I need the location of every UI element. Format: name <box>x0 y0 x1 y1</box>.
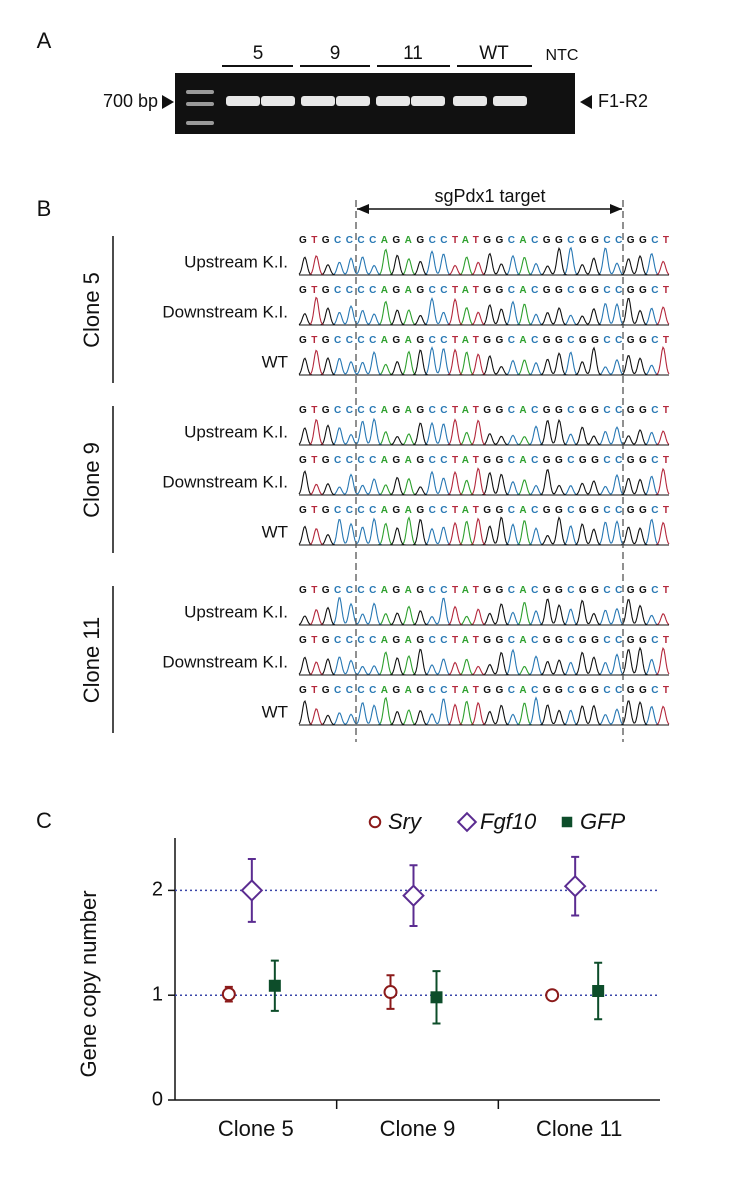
trace <box>299 602 669 626</box>
row-label: Downstream K.I. <box>162 302 288 321</box>
lane-label: 11 <box>403 43 423 64</box>
chart: 0 1 2 Gene copy number Clone 5 Clone 9 Clone 1… <box>76 809 660 1141</box>
marker <box>240 879 264 902</box>
gel-band <box>493 96 527 106</box>
marker <box>592 985 605 998</box>
legend-label: GFP <box>580 809 626 834</box>
trace <box>299 597 669 626</box>
lane-label: NTC <box>546 47 579 64</box>
gel-band <box>411 96 445 106</box>
target-arrow <box>357 204 622 214</box>
trace <box>299 417 669 446</box>
marker <box>402 884 425 907</box>
gel-band <box>376 96 410 106</box>
trace <box>299 297 669 326</box>
gel-band <box>301 96 335 106</box>
x-tick-label: Clone 5 <box>218 1116 294 1141</box>
ladder-band <box>186 102 214 106</box>
marker <box>221 987 236 1002</box>
trace <box>299 517 669 546</box>
ladder-band <box>186 121 214 125</box>
row-label: Downstream K.I. <box>162 472 288 491</box>
gel-band <box>261 96 295 106</box>
lane-label: WT <box>479 43 509 64</box>
y-tick-label: 0 <box>152 1088 163 1110</box>
legend-label: Sry <box>388 809 423 834</box>
panel-label: A <box>37 28 52 53</box>
gel-band <box>226 96 260 106</box>
trace <box>299 696 669 726</box>
ladder-band <box>186 90 214 94</box>
marker <box>268 979 281 992</box>
panel-label: C <box>36 808 52 833</box>
arrowhead <box>580 95 592 109</box>
trace <box>299 346 669 376</box>
x-tick-label: Clone 9 <box>380 1116 456 1141</box>
trace <box>299 517 670 546</box>
gel-band <box>336 96 370 106</box>
y-axis-title: Gene copy number <box>76 890 101 1077</box>
trace <box>298 516 669 546</box>
clone-label: Clone 11 <box>79 617 104 703</box>
clone-label: Clone 9 <box>79 442 104 518</box>
row-label: Upstream K.I. <box>184 252 288 271</box>
trace <box>298 469 669 496</box>
panel-label: B <box>37 196 52 221</box>
gel-band <box>453 96 487 106</box>
trace <box>299 246 669 276</box>
lane-label: 5 <box>253 43 264 64</box>
row-label: Downstream K.I. <box>162 652 288 671</box>
sequencing-panel: Clone 5 Upstream K.I. G T G C C C C A G A G C C T A T G G C A… <box>79 235 670 733</box>
lane-label: 9 <box>330 43 341 64</box>
x-tick-label: Clone 11 <box>536 1116 622 1141</box>
clone-label: Clone 5 <box>79 272 104 348</box>
trace <box>299 516 669 546</box>
target-label: sgPdx1 target <box>434 186 545 206</box>
row-label: WT <box>262 702 288 721</box>
trace <box>299 648 669 676</box>
marker <box>561 816 573 828</box>
marker <box>368 815 382 829</box>
marker <box>383 985 398 1000</box>
marker-label: 700 bp <box>103 91 158 111</box>
marker <box>545 988 560 1003</box>
target-boundaries <box>355 200 624 742</box>
marker <box>563 874 587 898</box>
y-tick-label: 2 <box>152 879 163 901</box>
marker <box>456 811 478 833</box>
trace <box>299 467 670 496</box>
y-tick-label: 1 <box>152 983 163 1005</box>
row-label: Upstream K.I. <box>184 602 288 621</box>
row-label: Upstream K.I. <box>184 422 288 441</box>
row-label: WT <box>262 522 288 541</box>
marker <box>430 991 443 1004</box>
trace <box>299 300 669 326</box>
legend-label: Fgf10 <box>480 809 537 834</box>
product-label: F1-R2 <box>598 91 648 111</box>
row-label: WT <box>262 352 288 371</box>
trace <box>299 470 669 496</box>
arrowhead <box>162 95 174 109</box>
